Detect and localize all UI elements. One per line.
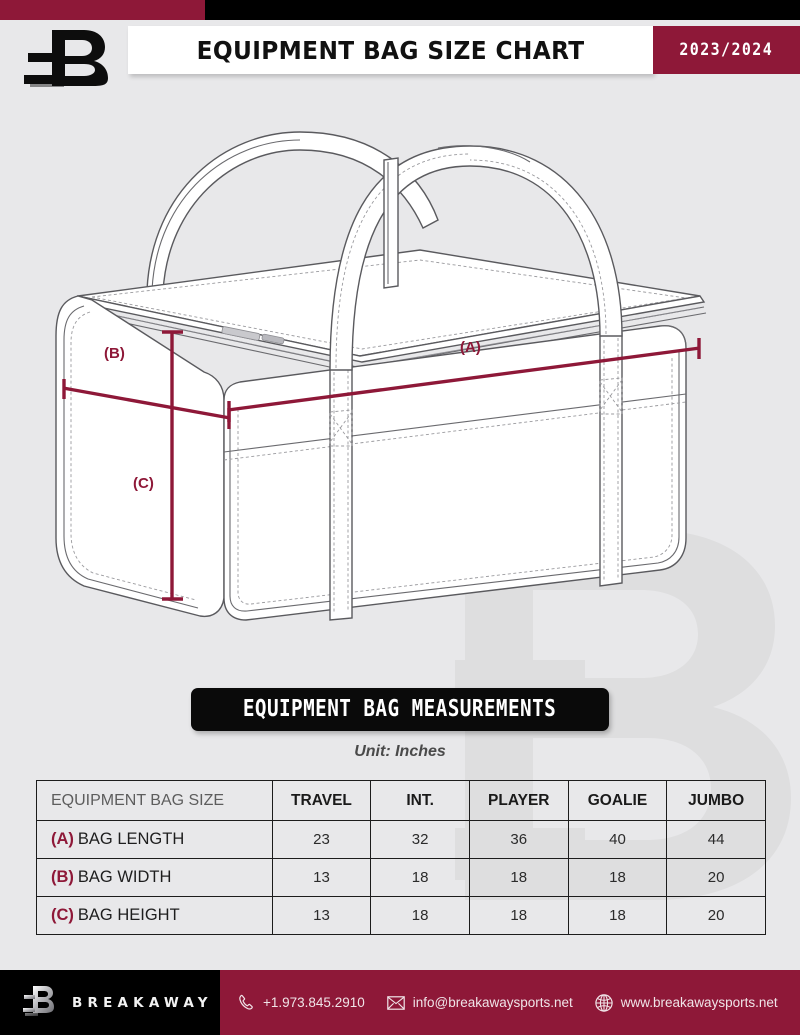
unit-label: Unit: Inches bbox=[354, 743, 446, 760]
dimension-label-c: (C) bbox=[133, 475, 154, 492]
table-row: (C) BAG HEIGHT 13 18 18 18 20 bbox=[36, 896, 766, 935]
table-header-row: EQUIPMENT BAG SIZE TRAVEL INT. PLAYER GO… bbox=[36, 780, 766, 821]
dimension-line-b: (B) bbox=[62, 345, 231, 429]
top-bar-black-segment bbox=[205, 0, 800, 20]
globe-icon bbox=[595, 993, 613, 1012]
cell-length-jumbo: 44 bbox=[666, 820, 766, 859]
cell-width-player: 18 bbox=[468, 858, 569, 897]
season-year-label: 2023/2024 bbox=[679, 40, 774, 60]
table-corner-label: EQUIPMENT BAG SIZE bbox=[36, 780, 273, 821]
dimension-line-a: (A) bbox=[227, 338, 701, 422]
dimension-line-c: (C) bbox=[133, 330, 183, 601]
column-header-int: INT. bbox=[370, 780, 470, 821]
cell-length-travel: 23 bbox=[271, 820, 372, 859]
row-text-a: BAG LENGTH bbox=[77, 830, 185, 848]
page-header: EQUIPMENT BAG SIZE CHART 2023/2024 bbox=[0, 20, 800, 92]
row-tag-b: (B) bbox=[51, 868, 74, 886]
row-label-bag-length: (A) BAG LENGTH bbox=[36, 820, 273, 859]
cell-length-player: 36 bbox=[468, 820, 569, 859]
cell-width-int: 18 bbox=[370, 858, 470, 897]
column-header-goalie: GOALIE bbox=[567, 780, 668, 821]
top-bar-crimson-segment bbox=[0, 0, 205, 20]
cell-length-goalie: 40 bbox=[567, 820, 668, 859]
dimension-label-a: (A) bbox=[460, 339, 481, 356]
season-year-badge: 2023/2024 bbox=[653, 26, 800, 74]
row-label-bag-height: (C) BAG HEIGHT bbox=[36, 896, 273, 935]
footer-website-text: www.breakawaysports.net bbox=[620, 995, 778, 1010]
top-color-bar bbox=[0, 0, 800, 20]
footer-email[interactable]: info@breakawaysports.net bbox=[386, 995, 573, 1010]
measurements-banner: EQUIPMENT BAG MEASUREMENTS bbox=[191, 688, 609, 731]
row-label-bag-width: (B) BAG WIDTH bbox=[36, 858, 273, 897]
cell-height-travel: 13 bbox=[271, 896, 372, 935]
row-text-b: BAG WIDTH bbox=[77, 868, 172, 886]
cell-width-jumbo: 20 bbox=[666, 858, 766, 897]
breakaway-b-logo-icon bbox=[23, 985, 54, 1016]
footer-contact-block: +1.973.845.2910 info@breakawaysports.net bbox=[220, 970, 800, 1035]
cell-length-int: 32 bbox=[370, 820, 470, 859]
row-text-c: BAG HEIGHT bbox=[77, 906, 180, 924]
column-header-jumbo: JUMBO bbox=[666, 780, 766, 821]
table-row: (B) BAG WIDTH 13 18 18 18 20 bbox=[36, 858, 766, 897]
page-title: EQUIPMENT BAG SIZE CHART bbox=[196, 35, 585, 65]
equipment-bag-illustration: .ol { fill:#ffffff; stroke:#5a5a5e; stro… bbox=[55, 131, 707, 621]
envelope-icon bbox=[386, 995, 405, 1010]
size-table-wrapper: EQUIPMENT BAG SIZE TRAVEL INT. PLAYER GO… bbox=[36, 780, 766, 935]
breakaway-b-logo-icon bbox=[24, 30, 108, 87]
footer-phone-text: +1.973.845.2910 bbox=[263, 995, 365, 1010]
header-title-box: EQUIPMENT BAG SIZE CHART bbox=[128, 26, 653, 74]
cell-width-goalie: 18 bbox=[567, 858, 668, 897]
column-header-player: PLAYER bbox=[468, 780, 569, 821]
cell-height-goalie: 18 bbox=[567, 896, 668, 935]
footer-brand-name: BREAKAWAY bbox=[72, 994, 213, 1011]
footer-email-text: info@breakawaysports.net bbox=[412, 995, 573, 1010]
row-tag-a: (A) bbox=[51, 830, 74, 848]
cell-height-jumbo: 20 bbox=[666, 896, 766, 935]
dimension-label-b: (B) bbox=[104, 345, 125, 362]
phone-icon bbox=[239, 994, 253, 1010]
cell-height-player: 18 bbox=[468, 896, 569, 935]
footer-brand-block: BREAKAWAY bbox=[0, 970, 220, 1035]
footer-website[interactable]: www.breakawaysports.net bbox=[595, 993, 778, 1012]
cell-height-int: 18 bbox=[370, 896, 470, 935]
row-tag-c: (C) bbox=[51, 906, 74, 924]
measurements-banner-area: EQUIPMENT BAG MEASUREMENTS Unit: Inches bbox=[0, 688, 800, 761]
page-footer: BREAKAWAY +1.973.845.2910 info@breakaway… bbox=[0, 970, 800, 1035]
measurements-banner-title: EQUIPMENT BAG MEASUREMENTS bbox=[243, 696, 557, 722]
column-header-travel: TRAVEL bbox=[271, 780, 372, 821]
footer-phone[interactable]: +1.973.845.2910 bbox=[238, 994, 365, 1011]
equipment-bag-size-table: EQUIPMENT BAG SIZE TRAVEL INT. PLAYER GO… bbox=[36, 780, 766, 935]
cell-width-travel: 13 bbox=[271, 858, 372, 897]
table-row: (A) BAG LENGTH 23 32 36 40 44 bbox=[36, 820, 766, 859]
